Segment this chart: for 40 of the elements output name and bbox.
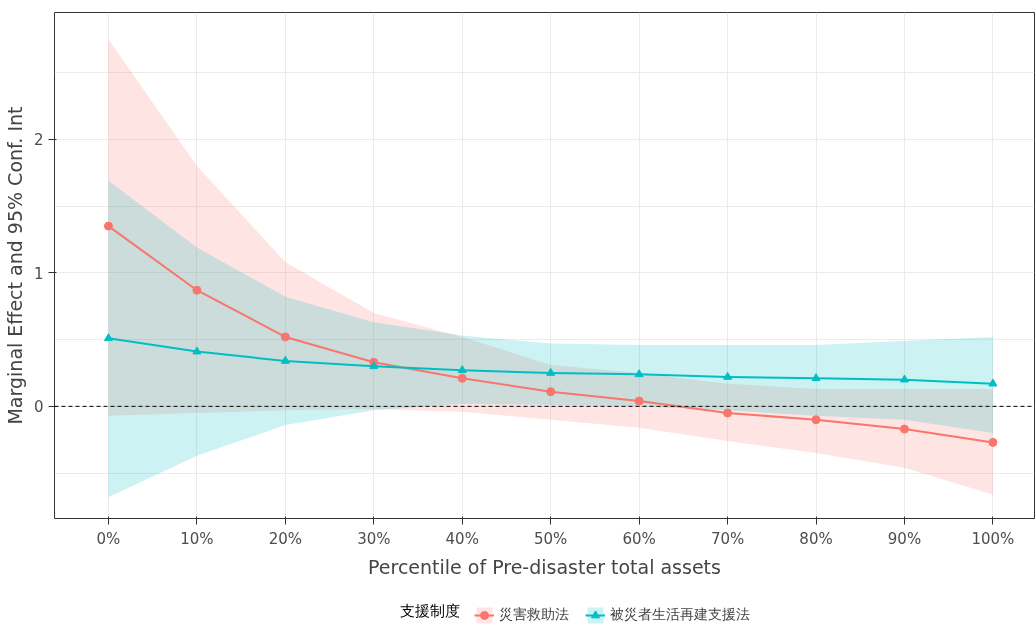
point [192, 285, 202, 295]
legend-label: 災害救助法 [499, 606, 569, 624]
legend-title: 支援制度 [399, 601, 460, 620]
point [546, 387, 556, 397]
x-tick-label: 50% [534, 529, 568, 548]
x-tick-label: 0% [96, 529, 121, 548]
x-tick-label: 100% [971, 529, 1015, 548]
point [811, 415, 821, 425]
point [457, 365, 467, 374]
y-tick-label: 1 [33, 264, 44, 283]
point [899, 424, 909, 434]
y-axis-title: Marginal Effect and 95% Conf. Int [3, 106, 26, 425]
point [103, 221, 113, 231]
legend-label: 被災者生活再建支援法 [610, 606, 750, 624]
x-tick-label: 70% [710, 529, 745, 548]
x-tick-label: 60% [622, 529, 656, 548]
point [723, 371, 733, 380]
point [634, 396, 644, 406]
x-tick-label: 20% [268, 529, 303, 548]
x-tick-label: 30% [357, 529, 391, 548]
point [988, 437, 998, 447]
y-tick-label: 2 [33, 131, 44, 150]
point [988, 378, 998, 387]
point [899, 374, 909, 383]
x-tick-label: 90% [887, 529, 922, 548]
x-tick-label: 10% [180, 529, 214, 548]
x-tick-label: 40% [445, 529, 479, 548]
x-tick-label: 80% [799, 529, 833, 548]
point [811, 373, 821, 382]
point [280, 355, 290, 364]
point [546, 367, 556, 376]
point [280, 332, 290, 342]
point [192, 346, 202, 355]
point [103, 333, 113, 342]
point [457, 373, 467, 383]
point [634, 369, 644, 378]
point [369, 361, 379, 370]
y-tick-label: 0 [33, 398, 44, 417]
point [723, 408, 733, 418]
x-axis-title: Percentile of Pre-disaster total assets [368, 555, 721, 578]
